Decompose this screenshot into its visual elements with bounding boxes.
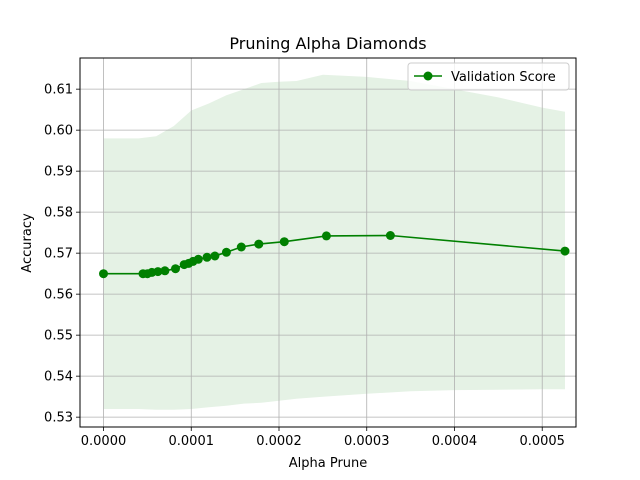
data-point	[279, 237, 289, 247]
x-tick-label: 0.0000	[81, 434, 127, 449]
y-tick-label: 0.59	[44, 165, 73, 180]
y-tick-label: 0.54	[44, 370, 73, 385]
x-axis-ticks: 0.0000 0.0001 0.0002 0.0003 0.0004 0.0005	[81, 427, 565, 449]
data-point	[221, 247, 231, 257]
legend-marker-swatch	[423, 71, 433, 81]
data-point	[193, 254, 203, 264]
grid-layer	[80, 58, 576, 427]
x-tick-label: 0.0004	[432, 434, 478, 449]
data-point	[202, 252, 212, 262]
confidence-band-layer	[103, 74, 565, 410]
confidence-band	[103, 74, 565, 410]
data-point	[160, 266, 170, 276]
chart-title: Pruning Alpha Diamonds	[229, 34, 426, 53]
data-point	[385, 231, 395, 240]
data-point	[171, 264, 180, 274]
y-tick-label: 0.56	[44, 288, 73, 303]
x-tick-label: 0.0002	[256, 434, 302, 449]
y-tick-label: 0.58	[44, 206, 73, 221]
y-tick-label: 0.61	[44, 83, 73, 98]
y-tick-label: 0.60	[44, 124, 73, 139]
data-point	[210, 251, 220, 261]
plot-frame	[79, 57, 577, 428]
data-point	[153, 267, 163, 277]
legend-box	[407, 62, 570, 91]
legend-label-validation-score: Validation Score	[451, 70, 556, 85]
data-point	[321, 231, 331, 241]
data-point	[560, 246, 570, 256]
y-tick-label: 0.53	[44, 411, 73, 426]
legend: Validation Score	[407, 62, 570, 91]
y-tick-label: 0.55	[44, 329, 73, 344]
x-tick-label: 0.0003	[344, 434, 390, 449]
data-point	[99, 269, 108, 279]
x-tick-label: 0.0001	[169, 434, 215, 449]
x-axis-label: Alpha Prune	[289, 456, 368, 471]
y-axis-ticks: 0.53 0.54 0.55 0.56 0.57 0.58 0.59 0.60 0.61	[44, 83, 80, 426]
y-tick-label: 0.57	[44, 247, 73, 262]
y-axis-label: Accuracy	[20, 213, 35, 273]
data-point	[254, 239, 264, 249]
x-tick-label: 0.0005	[519, 434, 565, 449]
series-layer	[99, 231, 570, 279]
data-point	[236, 242, 246, 252]
